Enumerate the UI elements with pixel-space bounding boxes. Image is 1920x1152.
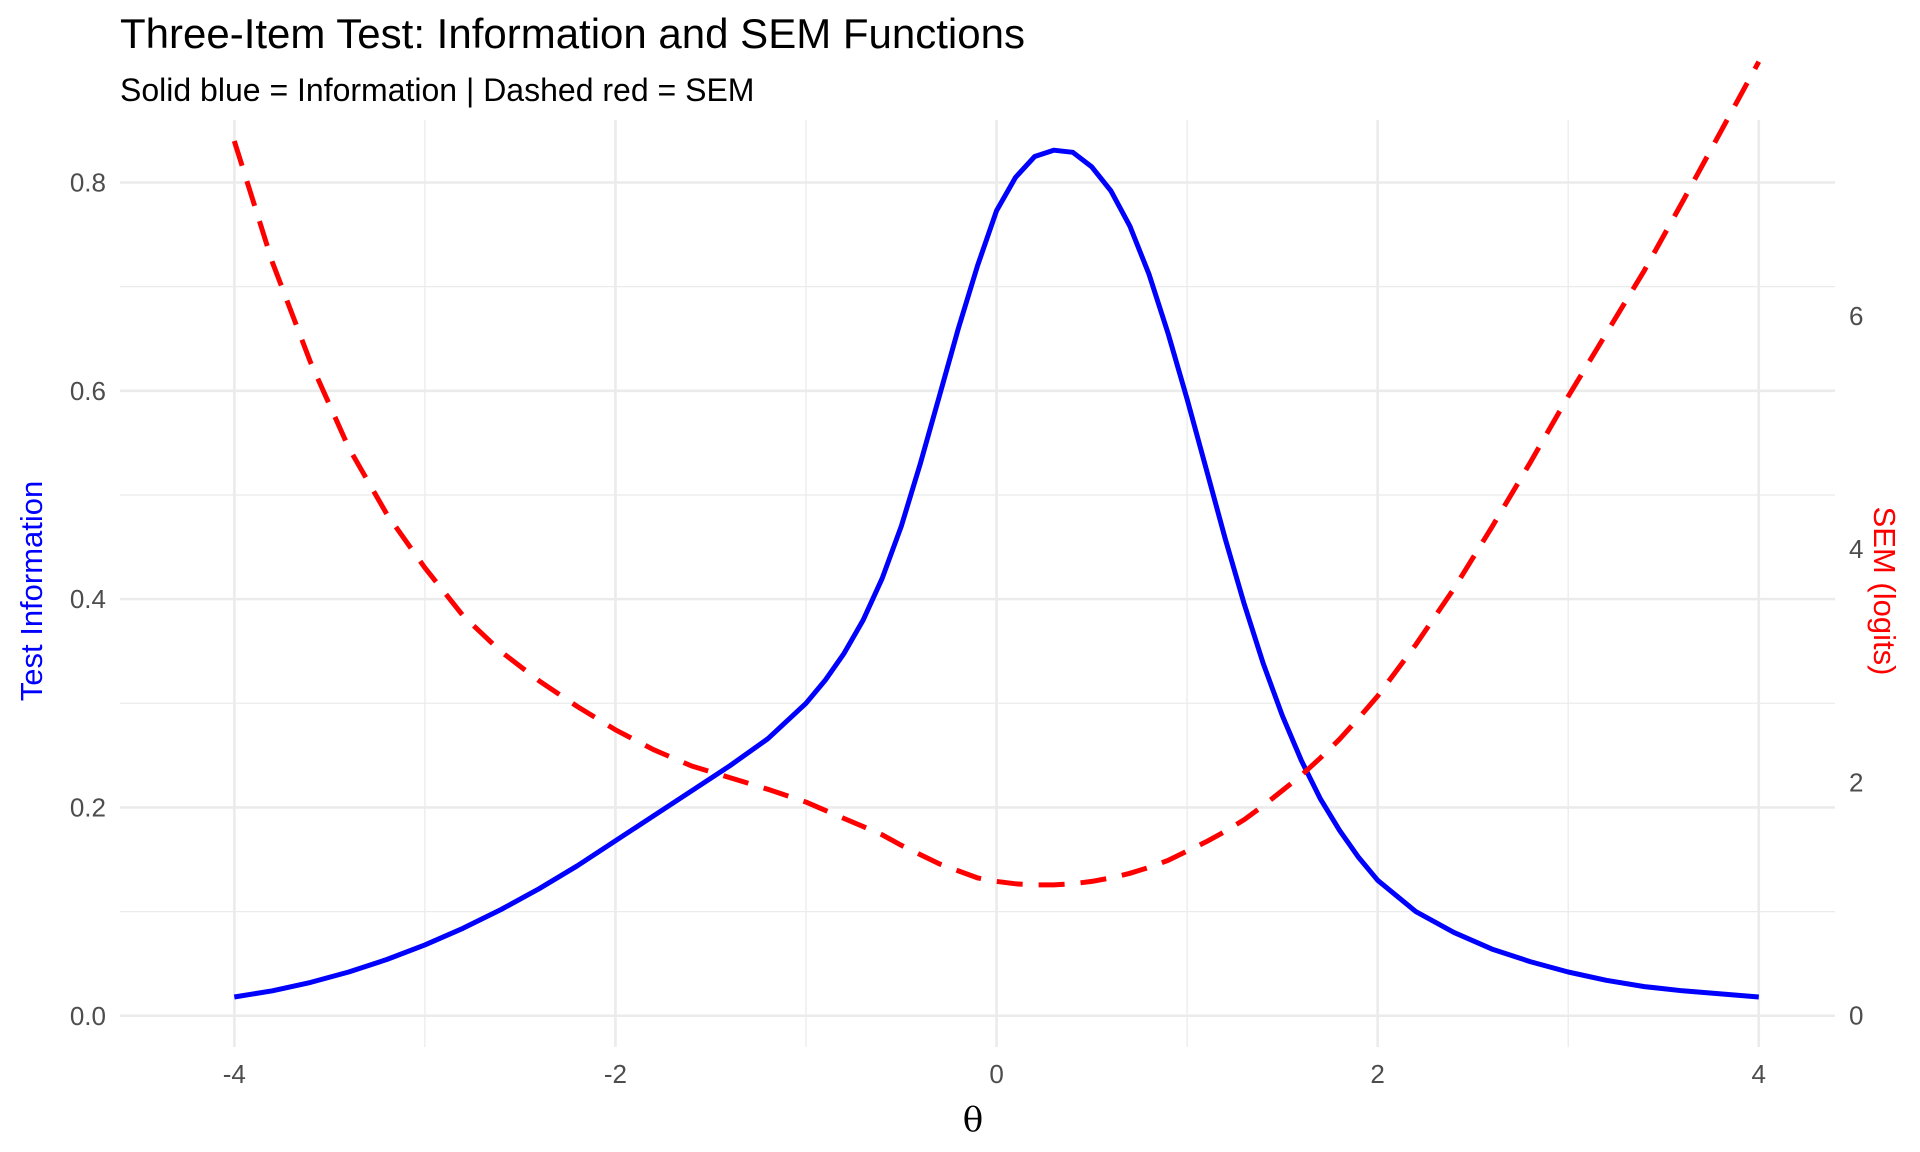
y-left-tick-label: 0.6 [70, 376, 106, 406]
y-left-tick-label: 0.0 [70, 1001, 106, 1031]
information-line [233, 147, 1760, 1000]
x-tick-label: 4 [1752, 1059, 1766, 1089]
y-right-tick-label: 6 [1849, 301, 1863, 331]
y-left-tick-label: 0.8 [70, 167, 106, 197]
y-right-tick-label: 2 [1849, 767, 1863, 797]
sem-line [231, 60, 1761, 888]
x-tick-label: -4 [223, 1059, 246, 1089]
chart-subtitle: Solid blue = Information | Dashed red = … [120, 72, 755, 108]
minor-gridlines [120, 120, 1835, 1047]
x-axis-title: θ [963, 1100, 983, 1140]
y-right-tick-label: 4 [1849, 534, 1863, 564]
major-gridlines [120, 120, 1835, 1047]
x-tick-label: 2 [1370, 1059, 1384, 1089]
y-right-tick-label: 0 [1849, 1001, 1863, 1031]
y-axis-right-title: SEM (logits) [1867, 507, 1902, 676]
y-axis-left-title: Test Information [14, 481, 49, 702]
y-left-tick-label: 0.2 [70, 792, 106, 822]
series-layer [231, 60, 1761, 1000]
chart-title: Three-Item Test: Information and SEM Fun… [120, 10, 1025, 57]
tick-labels: -4 -2 0 2 4 0.0 0.2 0.4 0.6 0.8 0 2 4 6 [70, 167, 1864, 1089]
y-left-tick-label: 0.4 [70, 584, 106, 614]
x-tick-label: -2 [604, 1059, 627, 1089]
x-tick-label: 0 [989, 1059, 1003, 1089]
